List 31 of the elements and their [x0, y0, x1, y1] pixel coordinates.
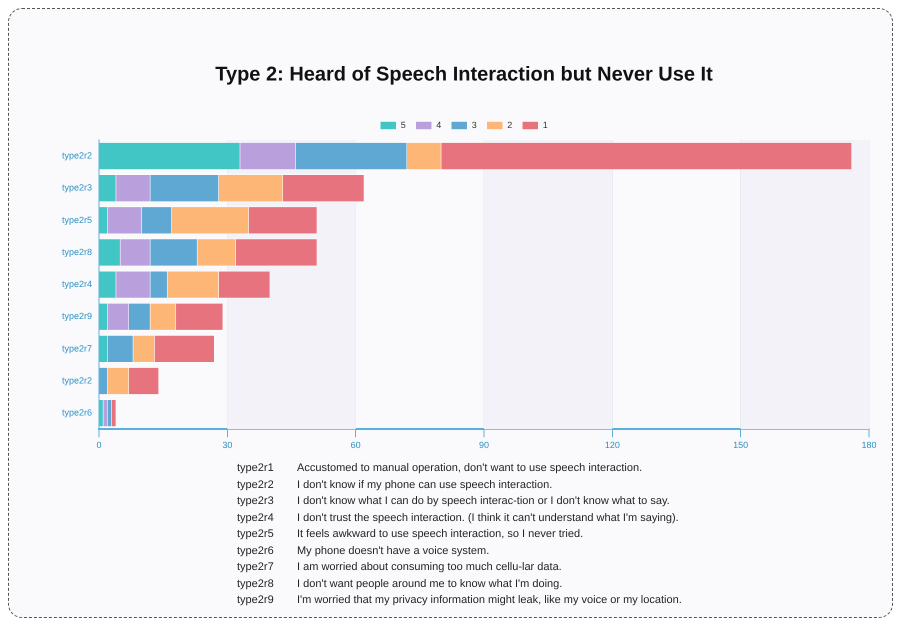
x-tick-label: 180: [861, 440, 877, 450]
y-tick-label: type2r7: [62, 343, 92, 354]
text: type2r8 I don't want people around me to know what I'm doing.: [237, 578, 562, 590]
text: type2r5 It feels awkward to use speech interaction, so I never tried.: [237, 528, 584, 540]
x-tick-label: 90: [479, 440, 490, 450]
legend-label: 3: [472, 120, 477, 130]
text: type2r7 I am worried about consuming too much cellu-lar data.: [237, 561, 562, 573]
y-tick-label: type2r3: [62, 182, 92, 193]
y-tick-label: type2r5: [62, 214, 92, 225]
x-tick-label: 150: [733, 440, 748, 450]
y-tick-label: type2r4: [62, 279, 92, 290]
text: type2r2 I don't know if my phone can use speech interaction.: [237, 478, 552, 490]
legend-label: 5: [400, 120, 406, 130]
text: type2r6 My phone doesn't have a voice system.: [237, 544, 490, 556]
y-tick-label: type2r2: [62, 150, 92, 161]
y-tick-label: type2r9: [62, 311, 92, 322]
chart-title: Type 2: Heard of Speech Interaction but Never Use It: [215, 64, 714, 86]
x-tick-label: 60: [350, 440, 361, 450]
x-tick-label: 120: [604, 440, 620, 450]
legend-label: 2: [507, 120, 512, 130]
text: type2r9 I'm worried that my privacy information might leak, like my voice or my location.: [237, 594, 682, 606]
text: type2r4 I don't trust the speech interaction. (I think it can't understand what I'm saying).: [237, 512, 679, 524]
legend-label: 1: [542, 120, 548, 130]
legend-label: 4: [436, 120, 442, 130]
text: type2r1 Accustomed to manual operation, don't want to use speech interaction.: [237, 462, 642, 474]
x-tick-label: 0: [96, 440, 102, 450]
y-tick-label: type2r2: [62, 375, 92, 386]
y-tick-label: type2r6: [62, 408, 92, 418]
x-tick-label: 30: [222, 440, 232, 450]
y-tick-label: type2r8: [62, 246, 92, 257]
text: type2r3 I don't know what I can do by speech interac-tion or I don't know what to say.: [237, 495, 670, 507]
